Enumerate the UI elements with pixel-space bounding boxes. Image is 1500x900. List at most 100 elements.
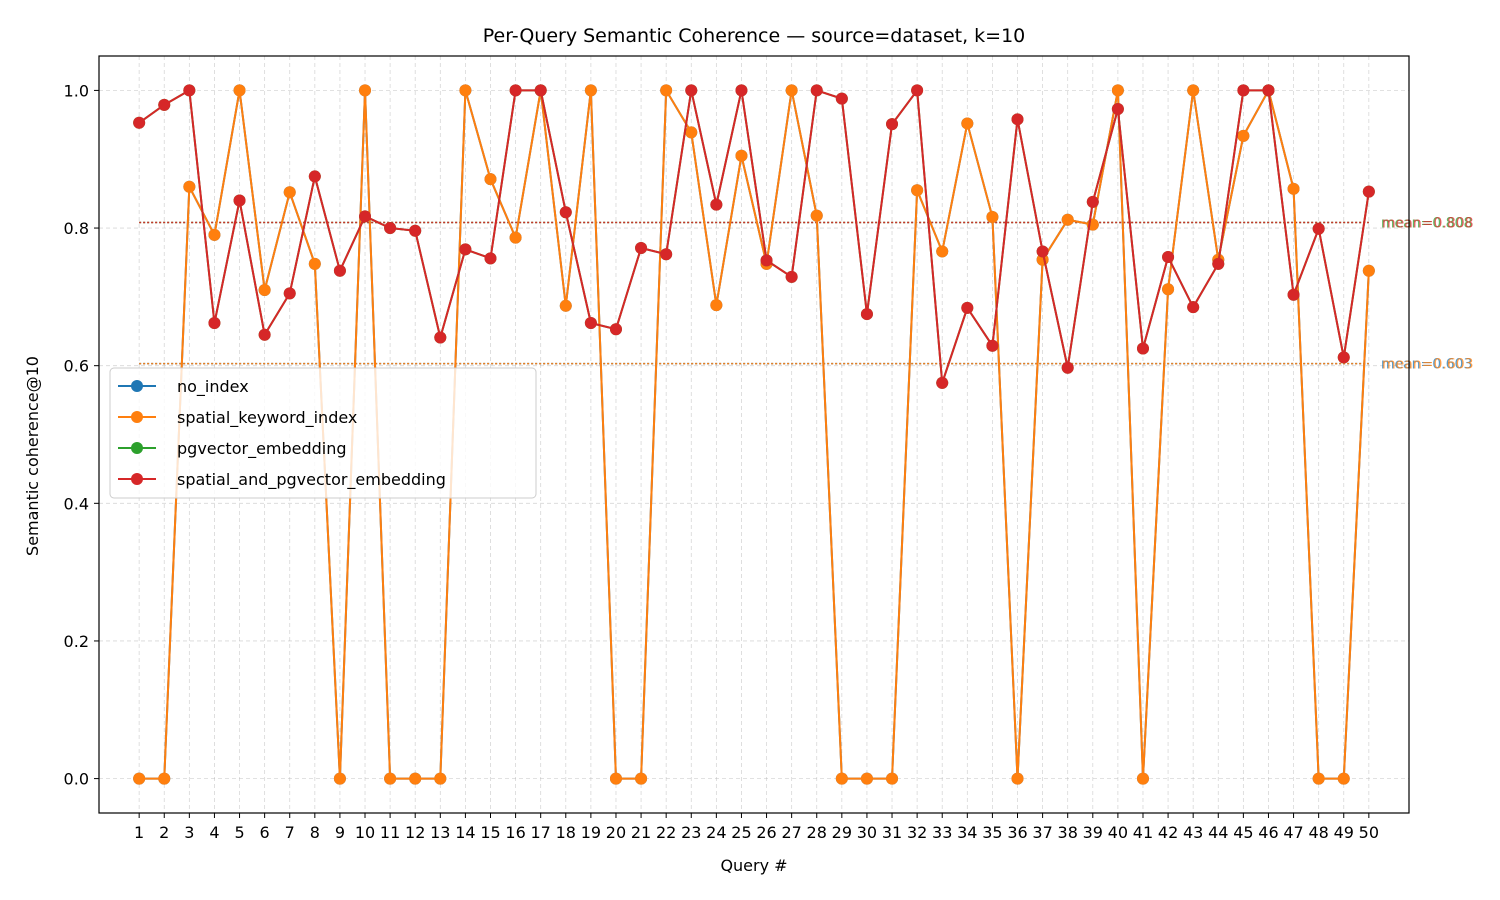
data-point xyxy=(1187,84,1200,97)
data-point xyxy=(384,772,397,785)
data-point xyxy=(835,92,848,105)
data-point xyxy=(961,117,974,130)
data-point xyxy=(1136,772,1149,785)
x-tick-label: 24 xyxy=(706,823,726,842)
x-tick-label: 30 xyxy=(857,823,877,842)
series-line xyxy=(138,87,1370,384)
data-point xyxy=(760,254,773,267)
x-tick-label: 4 xyxy=(209,823,219,842)
x-tick-label: 9 xyxy=(335,823,345,842)
data-point xyxy=(158,772,171,785)
series-spatial-and-pgvector-embedding xyxy=(133,84,1375,389)
x-tick-label: 6 xyxy=(260,823,270,842)
x-tick-label: 5 xyxy=(234,823,244,842)
data-point xyxy=(886,118,899,131)
data-point xyxy=(685,126,698,139)
x-tick-label: 31 xyxy=(882,823,902,842)
x-tick-label: 32 xyxy=(907,823,927,842)
data-point xyxy=(1362,264,1375,277)
data-point xyxy=(785,270,798,283)
x-tick-label: 2 xyxy=(159,823,169,842)
mean-label: mean=0.603 xyxy=(1381,357,1473,373)
x-tick-label: 19 xyxy=(581,823,601,842)
data-point xyxy=(735,84,748,97)
data-point xyxy=(233,194,246,207)
data-point xyxy=(208,317,221,330)
data-point xyxy=(635,242,648,255)
data-point xyxy=(434,331,447,344)
data-point xyxy=(961,301,974,314)
data-point xyxy=(384,222,397,235)
y-tick-label: 0.2 xyxy=(64,632,89,651)
data-point xyxy=(409,224,422,237)
data-point xyxy=(1337,351,1350,364)
x-tick-label: 26 xyxy=(756,823,776,842)
data-point xyxy=(1011,113,1024,126)
x-tick-label: 50 xyxy=(1359,823,1379,842)
x-tick-label: 45 xyxy=(1233,823,1253,842)
x-tick-label: 42 xyxy=(1158,823,1178,842)
x-tick-label: 22 xyxy=(656,823,676,842)
x-tick-label: 35 xyxy=(982,823,1002,842)
data-point xyxy=(860,308,873,321)
data-point xyxy=(283,287,296,300)
data-point xyxy=(1237,129,1250,142)
x-tick-label: 18 xyxy=(556,823,576,842)
data-point xyxy=(434,772,447,785)
data-point xyxy=(409,772,422,785)
data-point xyxy=(459,84,472,97)
y-tick-label: 1.0 xyxy=(64,81,89,100)
data-point xyxy=(1011,772,1024,785)
mean-label: mean=0.808 xyxy=(1381,216,1473,232)
x-tick-label: 41 xyxy=(1133,823,1153,842)
data-point xyxy=(1036,245,1049,258)
data-point xyxy=(860,772,873,785)
x-tick-label: 36 xyxy=(1007,823,1027,842)
data-point xyxy=(133,116,146,129)
x-tick-label: 16 xyxy=(505,823,525,842)
x-tick-label: 34 xyxy=(957,823,977,842)
data-point xyxy=(1136,342,1149,355)
data-point xyxy=(308,257,321,270)
x-tick-label: 29 xyxy=(832,823,852,842)
x-tick-label: 3 xyxy=(184,823,194,842)
data-point xyxy=(936,376,949,389)
data-point xyxy=(1187,301,1200,314)
legend-swatch-marker xyxy=(131,380,143,392)
data-point xyxy=(785,84,798,97)
data-point xyxy=(133,772,146,785)
data-point xyxy=(1162,283,1175,296)
series-line xyxy=(139,86,1370,780)
x-tick-label: 44 xyxy=(1208,823,1228,842)
x-tick-label: 49 xyxy=(1334,823,1354,842)
y-tick-label: 0.0 xyxy=(64,770,89,789)
x-tick-label: 7 xyxy=(285,823,295,842)
data-point xyxy=(986,211,999,224)
data-point xyxy=(710,299,723,312)
x-tick-label: 17 xyxy=(531,823,551,842)
data-point xyxy=(1312,772,1325,785)
data-point xyxy=(359,210,372,223)
data-point xyxy=(258,283,271,296)
x-tick-label: 14 xyxy=(455,823,475,842)
y-tick-label: 0.4 xyxy=(64,494,89,513)
x-tick-label: 10 xyxy=(355,823,375,842)
legend-label: spatial_keyword_index xyxy=(177,408,357,428)
x-tick-label: 33 xyxy=(932,823,952,842)
data-point xyxy=(710,198,723,211)
legend-box xyxy=(109,367,537,499)
x-tick-label: 1 xyxy=(134,823,144,842)
legend-label: spatial_and_pgvector_embedding xyxy=(177,470,446,490)
data-point xyxy=(359,84,372,97)
x-tick-label: 46 xyxy=(1258,823,1278,842)
x-tick-label: 8 xyxy=(310,823,320,842)
legend-label: pgvector_embedding xyxy=(177,439,347,459)
x-tick-label: 12 xyxy=(405,823,425,842)
data-point xyxy=(635,772,648,785)
data-point xyxy=(559,206,572,219)
x-tick-label: 43 xyxy=(1183,823,1203,842)
mean-label: mean=0.603 xyxy=(1382,357,1474,373)
data-point xyxy=(459,243,472,256)
data-point xyxy=(1312,222,1325,235)
data-point xyxy=(158,98,171,111)
